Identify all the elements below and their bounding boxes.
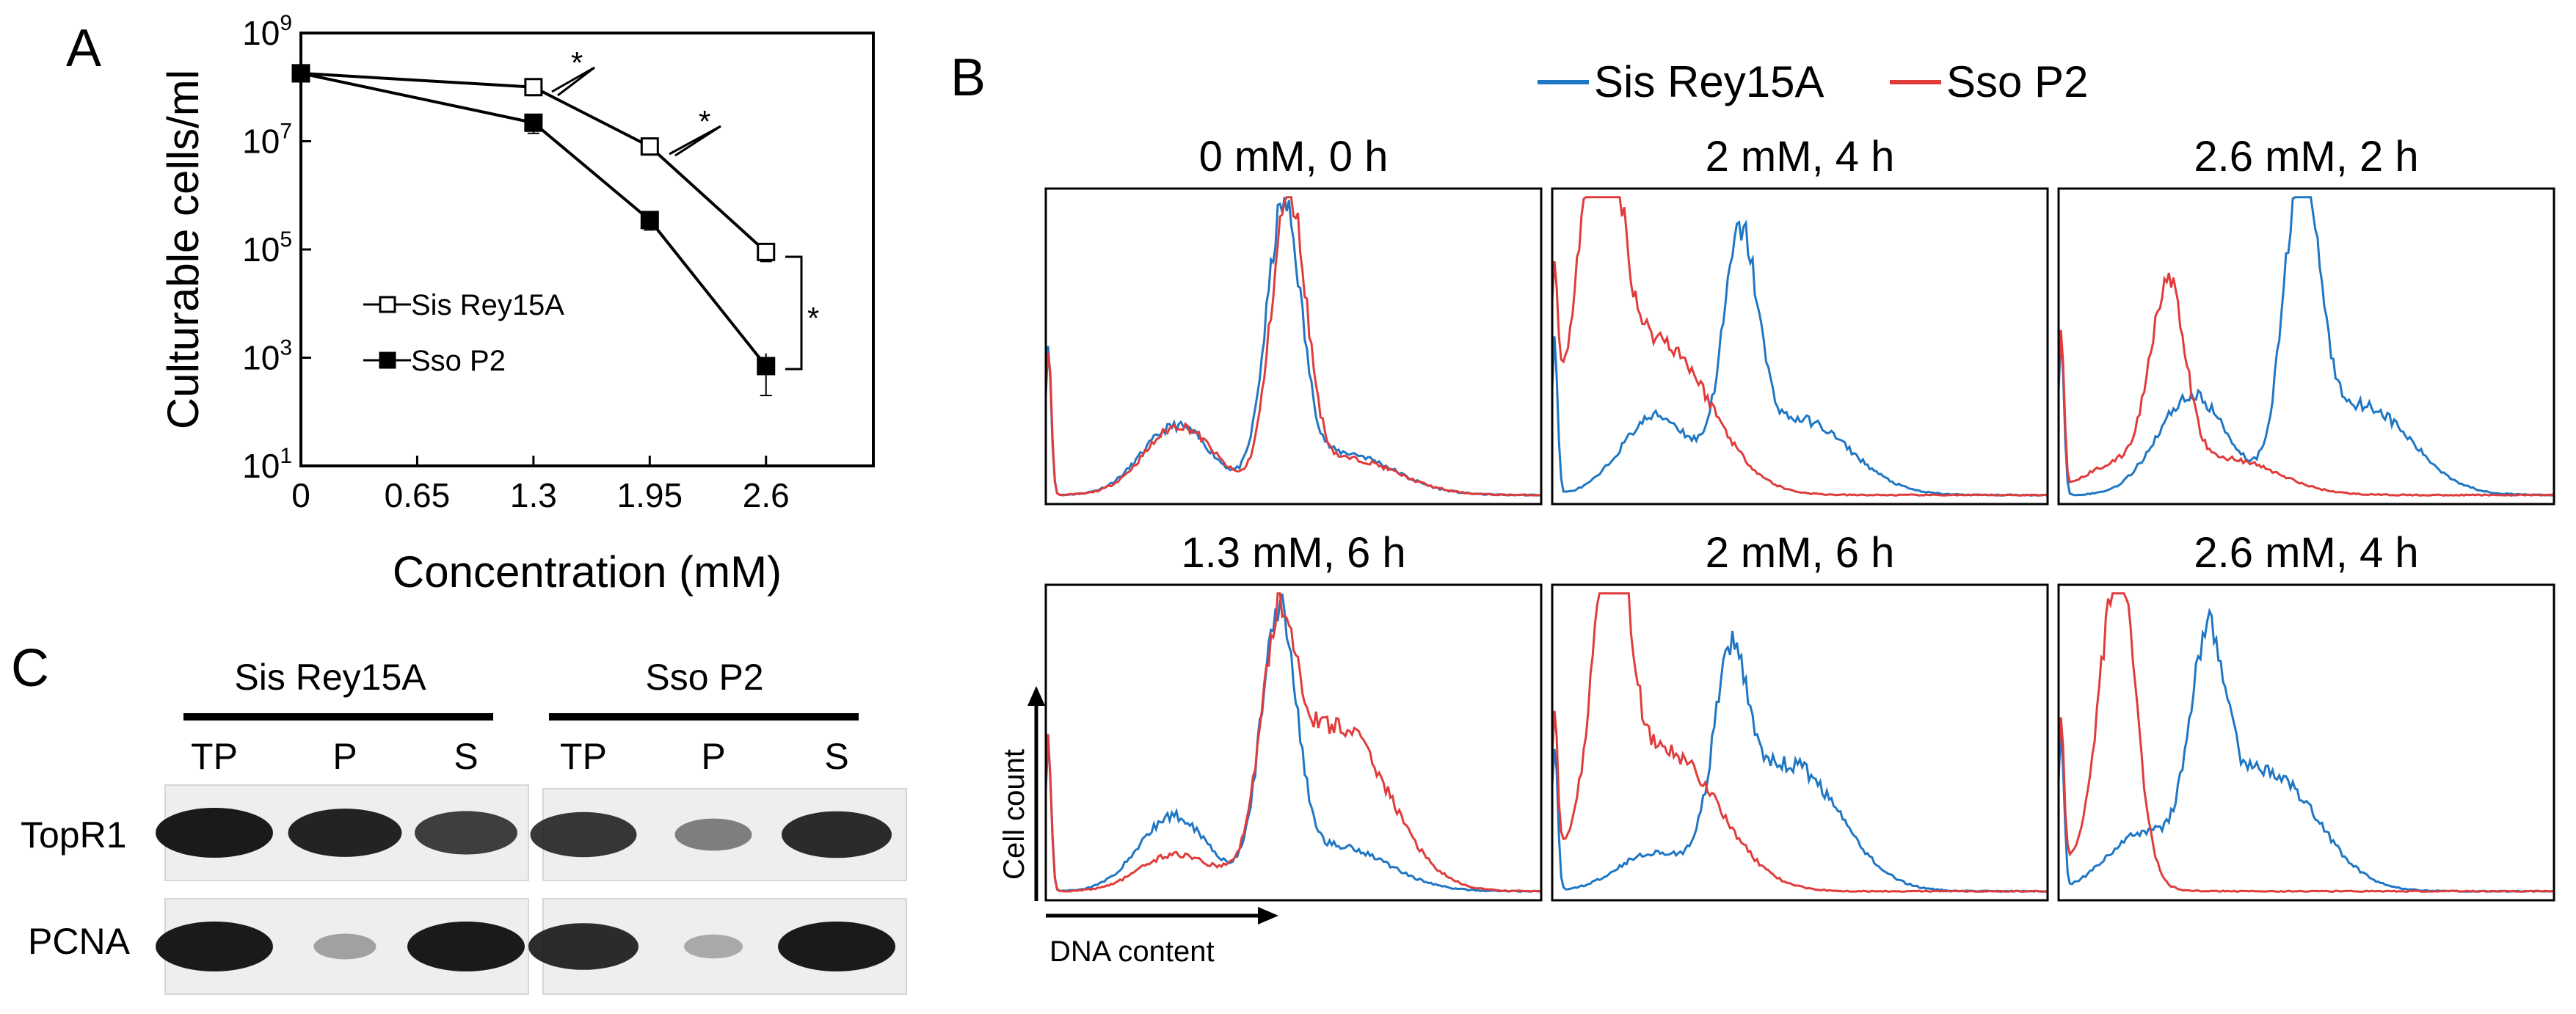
cell-count-axis: Cell count — [998, 686, 1045, 901]
legend-label-sis: Sis Rey15A — [411, 289, 564, 321]
y-axis-label-a: Culturable cells/ml — [159, 70, 208, 429]
data-point-sso — [640, 211, 659, 230]
histogram-sso — [2057, 592, 2555, 893]
plot-frame-a — [299, 32, 875, 467]
histogram-title: 1.3 mM, 6 h — [1181, 529, 1405, 577]
blot-band — [415, 811, 517, 855]
histogram-title: 2.6 mM, 2 h — [2194, 133, 2418, 180]
x-tick-label: 1.3 — [510, 476, 557, 514]
blot-band — [407, 922, 525, 971]
blot-band — [778, 922, 895, 971]
dna-content-axis: DNA content — [1046, 907, 1278, 968]
histogram-title: 2 mM, 4 h — [1706, 133, 1895, 180]
data-point-sis — [640, 137, 659, 156]
histogram-frame — [1044, 187, 1543, 506]
lane-label-sso-p: P — [701, 736, 725, 777]
blot-band — [288, 809, 402, 857]
histogram-title: 2 mM, 6 h — [1706, 529, 1895, 577]
blot-band — [684, 934, 743, 959]
histogram-panel: 2.6 mM, 2 h — [2057, 133, 2555, 506]
significance-star-3: * — [807, 301, 819, 335]
data-point-sso — [757, 357, 776, 376]
x-tick-label: 2.6 — [743, 476, 790, 514]
row-label-pcna: PCNA — [28, 921, 131, 962]
lane-label-sis-s: S — [454, 736, 478, 777]
y-tick-label: 105 — [242, 227, 292, 269]
x-tick-label: 1.95 — [617, 476, 683, 514]
legend-label-sso: Sso P2 — [411, 345, 506, 377]
western-blot: Sis Rey15A Sso P2 TP P S TP P S TopR1 PC… — [21, 657, 907, 995]
lane-label-sso-s: S — [824, 736, 848, 777]
data-point-sis — [524, 78, 543, 97]
panel-label-c: C — [11, 639, 49, 698]
data-point-sso — [524, 113, 543, 132]
histogram-panel: 0 mM, 0 h — [1044, 133, 1543, 506]
legend-label-b-sis: Sis Rey15A — [1594, 57, 1824, 106]
legend-marker-sso — [379, 351, 396, 369]
histogram-sso — [1044, 592, 1542, 893]
blot-group-label-sso: Sso P2 — [645, 657, 763, 698]
histogram-sis — [1044, 197, 1542, 497]
y-tick-label: 103 — [242, 336, 292, 377]
blot-band — [313, 933, 376, 960]
histogram-grid: 0 mM, 0 h 2 mM, 4 h 2.6 mM, 2 h 1.3 mM, 6 h… — [1044, 133, 2555, 902]
histogram-sso — [1551, 196, 2048, 497]
histogram-frame — [1551, 583, 2049, 902]
histogram-sis — [1551, 219, 2048, 497]
histogram-panel: 2 mM, 6 h — [1551, 529, 2049, 902]
blot-band — [156, 922, 273, 971]
histogram-sso — [2057, 272, 2555, 497]
data-point-sis — [757, 242, 776, 261]
blot-band — [156, 808, 273, 858]
histogram-frame — [2057, 583, 2555, 902]
blot-band — [530, 811, 637, 858]
histogram-frame — [2057, 187, 2555, 506]
histogram-title: 2.6 mM, 4 h — [2194, 529, 2418, 577]
y-tick-label: 107 — [242, 120, 292, 161]
series-line-sso — [300, 71, 768, 368]
histogram-sis — [1551, 630, 2048, 894]
significance-star-1: * — [571, 45, 583, 80]
histogram-sso — [1551, 592, 2048, 893]
histogram-panel: 1.3 mM, 6 h — [1044, 529, 1543, 902]
lane-label-sis-tp: TP — [191, 736, 238, 777]
panel-label-a: A — [66, 19, 101, 78]
x-axis-label-b: DNA content — [1049, 935, 1215, 968]
legend-a: Sis Rey15A Sso P2 — [363, 289, 564, 377]
significance-brackets: * * * — [551, 45, 819, 371]
lane-label-sso-tp: TP — [560, 736, 607, 777]
x-tick-label: 0.65 — [385, 476, 451, 514]
y-tick-label: 101 — [242, 444, 292, 485]
histogram-sis — [2057, 196, 2555, 497]
lane-label-sis-p: P — [332, 736, 357, 777]
histogram-panel: 2 mM, 4 h — [1551, 133, 2049, 506]
y-tick-label: 109 — [242, 11, 292, 52]
series-line-sis — [300, 71, 768, 253]
row-label-topr1: TopR1 — [21, 814, 127, 856]
blot-band — [528, 923, 638, 970]
histogram-title: 0 mM, 0 h — [1199, 133, 1389, 180]
significance-star-2: * — [699, 104, 710, 139]
histogram-frame — [1551, 187, 2049, 506]
blot-band — [674, 818, 752, 851]
histogram-sso — [1044, 196, 1542, 497]
x-axis-label-a: Concentration (mM) — [393, 547, 782, 597]
histogram-panel: 2.6 mM, 4 h — [2057, 529, 2555, 902]
panel-label-b: B — [950, 48, 986, 107]
histogram-sis — [1044, 593, 1542, 893]
x-tick-label: 0 — [291, 476, 310, 514]
survival-chart: 101 103 105 107 109 0 0.65 1.3 1.95 2.6 * * * Si… — [159, 11, 875, 597]
blot-band — [782, 811, 892, 858]
data-point-sso — [291, 64, 310, 83]
legend-b: Sis Rey15A Sso P2 — [1538, 57, 2088, 106]
histogram-frame — [1044, 583, 1543, 902]
legend-label-b-sso: Sso P2 — [1946, 57, 2088, 106]
y-axis-label-b: Cell count — [998, 749, 1030, 880]
blot-group-label-sis: Sis Rey15A — [234, 657, 426, 698]
legend-marker-sis — [379, 296, 396, 313]
